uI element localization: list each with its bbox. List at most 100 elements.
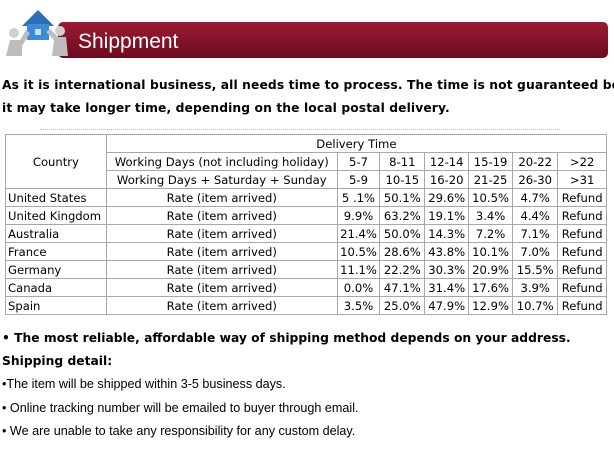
- country: Australia: [5, 224, 107, 243]
- banner-bar: [58, 22, 608, 58]
- table-row: France Rate (item arrived) 10.5% 28.6% 43.8%…: [5, 242, 607, 261]
- person-head: [9, 28, 19, 38]
- group-header: Delivery Time: [105, 134, 608, 153]
- rate: 7.0%: [512, 242, 559, 261]
- rate: 7.1%: [512, 224, 559, 243]
- country: France: [5, 242, 107, 261]
- rate: 14.3%: [424, 224, 469, 243]
- day-range: 10-15: [379, 170, 426, 189]
- day-range: 5-9: [336, 170, 381, 189]
- rate: 11.1%: [336, 260, 381, 279]
- rate: 10.5%: [336, 242, 381, 261]
- rate: 10.7%: [512, 296, 559, 315]
- day-range: 12-14: [424, 152, 469, 171]
- table-row: Australia Rate (item arrived) 21.4% 50.0% 14…: [5, 224, 607, 243]
- day-range: 20-22: [512, 152, 559, 171]
- house-roof: [22, 10, 54, 26]
- rate: Refund: [557, 296, 607, 315]
- rate: 25.0%: [379, 296, 426, 315]
- table-row: United States Rate (item arrived) 5 .1% 50.…: [5, 188, 607, 207]
- country: Germany: [5, 260, 107, 279]
- rate: 31.4%: [424, 278, 469, 297]
- rate: 0.0%: [336, 278, 381, 297]
- table-row: Working Days (not including holiday) 5-7 8…: [6, 152, 607, 171]
- note-detail: •The item will be shipped within 3-5 bus…: [2, 377, 286, 391]
- rate: 22.2%: [379, 260, 426, 279]
- day-label: Working Days + Saturday + Sunday: [105, 170, 338, 189]
- rate: Refund: [557, 260, 607, 279]
- day-range: 8-11: [379, 152, 426, 171]
- day-range: 5-7: [336, 152, 381, 171]
- metric: Rate (item arrived): [105, 278, 338, 297]
- rate: 30.3%: [424, 260, 469, 279]
- rate: 47.9%: [424, 296, 469, 315]
- metric: Rate (item arrived): [105, 260, 338, 279]
- country: United Kingdom: [5, 206, 107, 225]
- day-range: 15-19: [467, 152, 514, 171]
- rate: Refund: [557, 188, 607, 207]
- note-bullet: • The most reliable, affordable way of s…: [2, 331, 571, 345]
- rate: 15.5%: [512, 260, 559, 279]
- rate: 4.4%: [512, 206, 559, 225]
- day-label: Working Days (not including holiday): [105, 152, 338, 171]
- divider: [40, 129, 560, 130]
- rate: 10.1%: [467, 242, 514, 261]
- country-header: Country: [5, 134, 107, 189]
- rate: 28.6%: [379, 242, 426, 261]
- day-range: >31: [557, 170, 607, 189]
- person-head: [55, 26, 65, 36]
- intro-line: As it is international business, all nee…: [2, 78, 614, 92]
- rate: 3.4%: [467, 206, 514, 225]
- rate: 19.1%: [424, 206, 469, 225]
- person-body: [46, 29, 68, 56]
- rate: Refund: [557, 206, 607, 225]
- metric: Rate (item arrived): [105, 242, 338, 261]
- rate: 43.8%: [424, 242, 469, 261]
- rate: 3.9%: [512, 278, 559, 297]
- rate: Refund: [557, 278, 607, 297]
- rate: 5 .1%: [336, 188, 381, 207]
- table-row: Canada Rate (item arrived) 0.0% 47.1% 31.4% 1…: [5, 278, 607, 297]
- rate: Refund: [557, 224, 607, 243]
- table-row: Spain Rate (item arrived) 3.5% 25.0% 47.9% 12…: [5, 296, 607, 315]
- rate: 29.6%: [424, 188, 469, 207]
- rate: 9.9%: [336, 206, 381, 225]
- country: United States: [5, 188, 107, 207]
- country: Spain: [5, 296, 107, 315]
- metric: Rate (item arrived): [105, 296, 338, 315]
- country: Canada: [5, 278, 107, 297]
- table-row: Germany Rate (item arrived) 11.1% 22.2% 30.3…: [5, 260, 607, 279]
- delivery-table: Country Delivery Time Working Days (not in…: [5, 134, 608, 315]
- rate: 7.2%: [467, 224, 514, 243]
- house-window: [35, 29, 41, 35]
- rate: Refund: [557, 242, 607, 261]
- rate: 4.7%: [512, 188, 559, 207]
- day-range: 26-30: [512, 170, 559, 189]
- person-body: [6, 30, 30, 56]
- rate: 50.0%: [379, 224, 426, 243]
- metric: Rate (item arrived): [105, 188, 338, 207]
- day-range: >22: [557, 152, 607, 171]
- note-detail: • We are unable to take any responsibili…: [2, 424, 356, 438]
- table-row: Country Delivery Time: [5, 134, 608, 189]
- rate: 47.1%: [379, 278, 426, 297]
- metric: Rate (item arrived): [105, 206, 338, 225]
- note-heading: Shipping detail:: [2, 354, 113, 368]
- banner-title: Shippment: [78, 30, 179, 53]
- rate: 20.9%: [467, 260, 514, 279]
- day-range: 16-20: [424, 170, 469, 189]
- rate: 63.2%: [379, 206, 426, 225]
- rate: 50.1%: [379, 188, 426, 207]
- rate: 17.6%: [467, 278, 514, 297]
- note-detail: • Online tracking number will be emailed…: [2, 401, 359, 415]
- rate: 3.5%: [336, 296, 381, 315]
- rate: 12.9%: [467, 296, 514, 315]
- metric: Rate (item arrived): [105, 224, 338, 243]
- banner: Shippment: [6, 10, 608, 58]
- table-row: United Kingdom Rate (item arrived) 9.9% 63.…: [5, 206, 607, 225]
- day-range: 21-25: [467, 170, 514, 189]
- rate: 21.4%: [336, 224, 381, 243]
- rate: 10.5%: [467, 188, 514, 207]
- intro-line: it may take longer time, depending on th…: [2, 101, 450, 115]
